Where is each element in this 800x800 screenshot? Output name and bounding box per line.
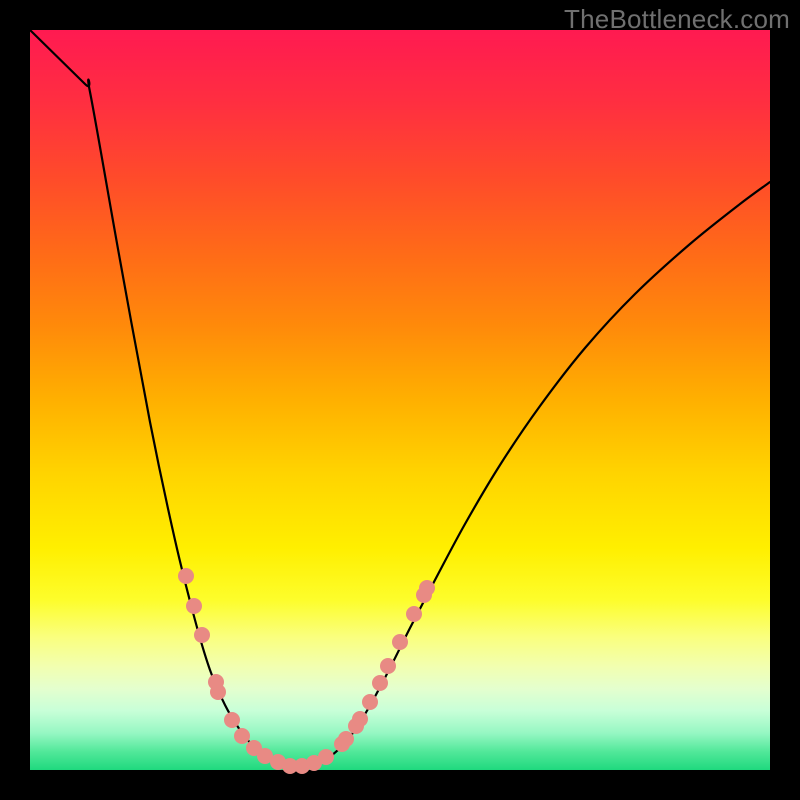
data-marker xyxy=(186,598,202,614)
data-marker xyxy=(338,731,354,747)
data-marker xyxy=(178,568,194,584)
data-marker xyxy=(234,728,250,744)
data-marker xyxy=(352,711,368,727)
data-marker xyxy=(380,658,396,674)
data-marker xyxy=(210,684,226,700)
data-marker xyxy=(362,694,378,710)
chart-canvas xyxy=(0,0,800,800)
data-marker xyxy=(372,675,388,691)
chart-frame: TheBottleneck.com xyxy=(0,0,800,800)
data-marker xyxy=(224,712,240,728)
data-marker xyxy=(392,634,408,650)
data-marker xyxy=(194,627,210,643)
plot-background xyxy=(30,30,770,770)
data-marker xyxy=(419,580,435,596)
data-marker xyxy=(318,749,334,765)
data-marker xyxy=(406,606,422,622)
watermark-text: TheBottleneck.com xyxy=(564,4,790,35)
